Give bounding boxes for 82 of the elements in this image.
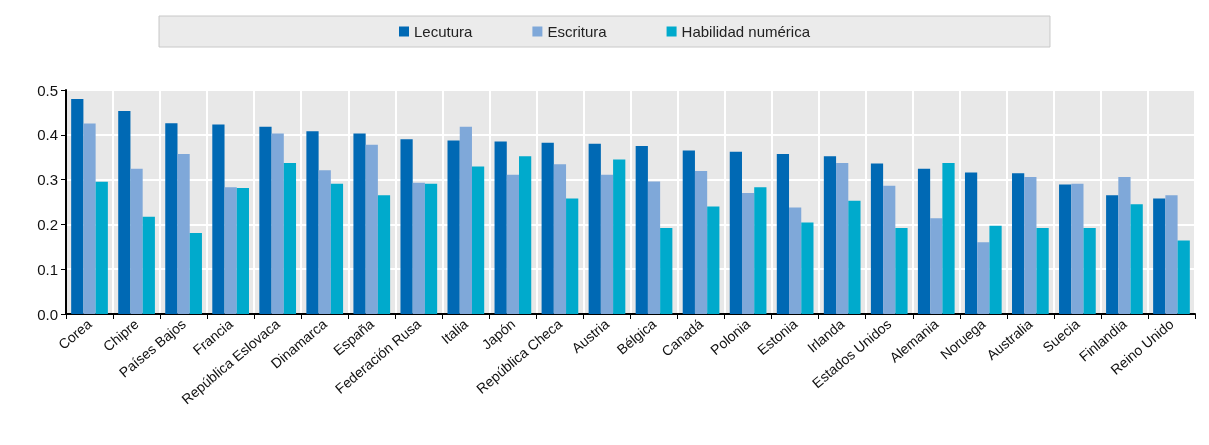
bar bbox=[707, 206, 720, 314]
bar bbox=[600, 174, 614, 314]
y-tick-label: 0.5 bbox=[37, 81, 58, 99]
bar bbox=[729, 151, 742, 314]
bar bbox=[930, 218, 943, 314]
bar bbox=[682, 150, 695, 314]
bar bbox=[165, 123, 178, 314]
bar bbox=[271, 133, 284, 314]
bar bbox=[459, 126, 472, 314]
bar bbox=[1165, 195, 1178, 314]
bar bbox=[330, 183, 344, 314]
legend-label: Escritura bbox=[547, 23, 608, 40]
bar bbox=[1036, 227, 1049, 314]
bar bbox=[471, 166, 485, 314]
bar bbox=[647, 181, 661, 314]
bar bbox=[353, 133, 366, 314]
bar bbox=[754, 187, 767, 314]
bar bbox=[541, 142, 554, 314]
bar bbox=[118, 111, 131, 314]
bar bbox=[400, 139, 413, 314]
bar bbox=[142, 216, 155, 314]
bar bbox=[494, 141, 507, 314]
bar bbox=[1130, 204, 1143, 314]
bar bbox=[506, 174, 520, 314]
bar bbox=[1083, 227, 1096, 314]
bar bbox=[1153, 198, 1166, 314]
bar bbox=[1118, 176, 1131, 314]
bar bbox=[130, 168, 143, 314]
bar bbox=[318, 170, 331, 314]
y-tick-label: 0.4 bbox=[37, 126, 58, 144]
bar bbox=[635, 146, 648, 314]
bar bbox=[566, 198, 579, 314]
bar bbox=[694, 171, 708, 314]
bar bbox=[1071, 183, 1084, 314]
bar bbox=[942, 163, 955, 314]
bar bbox=[259, 126, 272, 314]
bar bbox=[801, 222, 814, 314]
bar bbox=[1059, 184, 1072, 314]
bar bbox=[836, 163, 849, 314]
bar bbox=[741, 193, 755, 314]
bar bbox=[236, 188, 249, 314]
y-tick-label: 0.3 bbox=[37, 171, 58, 189]
bar bbox=[212, 124, 225, 314]
x-tick-label: Italia bbox=[438, 315, 472, 348]
bar bbox=[895, 227, 908, 314]
legend-label: Habilidad numérica bbox=[681, 23, 811, 40]
bar bbox=[189, 232, 202, 314]
bar bbox=[306, 131, 319, 314]
bar bbox=[848, 200, 861, 314]
bar bbox=[377, 195, 391, 314]
bar bbox=[224, 187, 237, 314]
bar bbox=[83, 123, 96, 314]
bar bbox=[588, 143, 601, 314]
bar bbox=[776, 154, 790, 314]
y-tick-label: 0.1 bbox=[37, 260, 58, 278]
bar bbox=[989, 225, 1002, 314]
bar bbox=[789, 207, 802, 314]
bar bbox=[964, 172, 978, 314]
y-tick-label: 0.0 bbox=[37, 305, 58, 323]
bar bbox=[365, 144, 378, 314]
bar bbox=[412, 182, 425, 314]
bar bbox=[553, 164, 567, 314]
bar bbox=[447, 140, 460, 314]
bar bbox=[613, 159, 626, 314]
bar bbox=[71, 98, 84, 314]
bar bbox=[660, 227, 673, 314]
bar bbox=[177, 154, 190, 314]
bar bbox=[977, 242, 990, 314]
y-tick-label: 0.2 bbox=[37, 215, 58, 233]
bar bbox=[283, 163, 297, 314]
bar bbox=[1177, 240, 1190, 314]
bar bbox=[95, 181, 108, 314]
bar bbox=[424, 183, 438, 314]
bar bbox=[1024, 176, 1037, 314]
legend-label: Lecutura bbox=[414, 23, 474, 40]
bar bbox=[1012, 173, 1025, 314]
bar bbox=[519, 156, 532, 314]
bar bbox=[917, 168, 931, 314]
bar bbox=[883, 185, 896, 314]
bar bbox=[870, 163, 884, 314]
bar bbox=[823, 156, 837, 314]
bar bbox=[1106, 195, 1119, 314]
